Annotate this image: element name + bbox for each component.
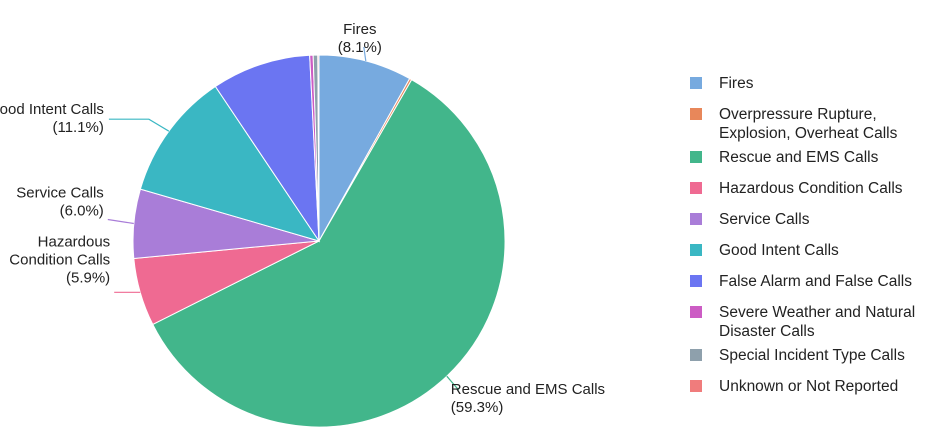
slice-label-rescue-and-ems-calls: (59.3%) bbox=[451, 399, 504, 416]
legend-label-severe-weather-and-natural-disaster-calls[interactable]: Severe Weather and Natural bbox=[719, 304, 915, 321]
legend-label-false-alarm-and-false-calls[interactable]: False Alarm and False Calls bbox=[719, 273, 912, 290]
legend-label-severe-weather-and-natural-disaster-calls[interactable]: Disaster Calls bbox=[719, 323, 815, 340]
slice-label-hazardous-condition-calls: (5.9%) bbox=[66, 269, 110, 286]
legend-swatch-special-incident-type-calls[interactable] bbox=[690, 349, 702, 361]
legend-swatch-fires[interactable] bbox=[690, 77, 702, 89]
legend-swatch-rescue-and-ems-calls[interactable] bbox=[690, 151, 702, 163]
legend-label-hazardous-condition-calls[interactable]: Hazardous Condition Calls bbox=[719, 180, 903, 197]
legend-label-special-incident-type-calls[interactable]: Special Incident Type Calls bbox=[719, 347, 905, 364]
leader-line-rescue-and-ems-calls bbox=[446, 375, 460, 391]
legend-label-good-intent-calls[interactable]: Good Intent Calls bbox=[719, 242, 839, 259]
legend-swatch-overpressure-rupture-explosion-overheat-calls[interactable] bbox=[690, 108, 702, 120]
legend: Fires Overpressure Rupture, Explosion, Ove… bbox=[690, 75, 915, 395]
legend-swatch-hazardous-condition-calls[interactable] bbox=[690, 182, 702, 194]
slice-label-fires: Fires bbox=[343, 21, 376, 38]
leader-line-good-intent-calls bbox=[108, 118, 170, 132]
slice-label-service-calls: Service Calls bbox=[16, 185, 104, 202]
slice-label-service-calls: (6.0%) bbox=[60, 203, 104, 220]
legend-label-fires[interactable]: Fires bbox=[719, 75, 754, 92]
legend-swatch-severe-weather-and-natural-disaster-calls[interactable] bbox=[690, 306, 702, 318]
leader-line-service-calls bbox=[107, 218, 134, 225]
slice-label-hazardous-condition-calls: Condition Calls bbox=[9, 251, 110, 268]
legend-label-unknown-or-not-reported[interactable]: Unknown or Not Reported bbox=[719, 378, 898, 395]
slice-labels: Fires(8.1%) Rescue and EMS Calls(59.3%) Ha… bbox=[0, 21, 605, 416]
leader-line-fires bbox=[363, 46, 367, 62]
legend-label-overpressure-rupture-explosion-overheat-calls[interactable]: Overpressure Rupture, bbox=[719, 106, 877, 123]
legend-label-service-calls[interactable]: Service Calls bbox=[719, 211, 810, 228]
legend-swatch-service-calls[interactable] bbox=[690, 213, 702, 225]
pie-slices bbox=[132, 54, 506, 427]
legend-swatch-false-alarm-and-false-calls[interactable] bbox=[690, 275, 702, 287]
pie-slice-false-alarm-and-false-calls[interactable] bbox=[214, 54, 320, 243]
slice-label-rescue-and-ems-calls: Rescue and EMS Calls bbox=[451, 381, 605, 398]
pie-slice-rescue-and-ems-calls[interactable] bbox=[152, 79, 506, 427]
pie-slice-fires[interactable] bbox=[318, 54, 411, 243]
legend-label-overpressure-rupture-explosion-overheat-calls[interactable]: Explosion, Overheat Calls bbox=[719, 125, 898, 142]
legend-swatch-unknown-or-not-reported[interactable] bbox=[690, 380, 702, 392]
slice-label-hazardous-condition-calls: Hazardous bbox=[38, 233, 111, 250]
legend-label-rescue-and-ems-calls[interactable]: Rescue and EMS Calls bbox=[719, 149, 879, 166]
slice-label-good-intent-calls: (11.1%) bbox=[52, 119, 103, 136]
slice-label-good-intent-calls: Good Intent Calls bbox=[0, 101, 104, 118]
legend-swatch-good-intent-calls[interactable] bbox=[690, 244, 702, 256]
slice-label-fires: (8.1%) bbox=[338, 39, 382, 56]
pie-slice-unknown-or-not-reported[interactable] bbox=[317, 54, 320, 242]
